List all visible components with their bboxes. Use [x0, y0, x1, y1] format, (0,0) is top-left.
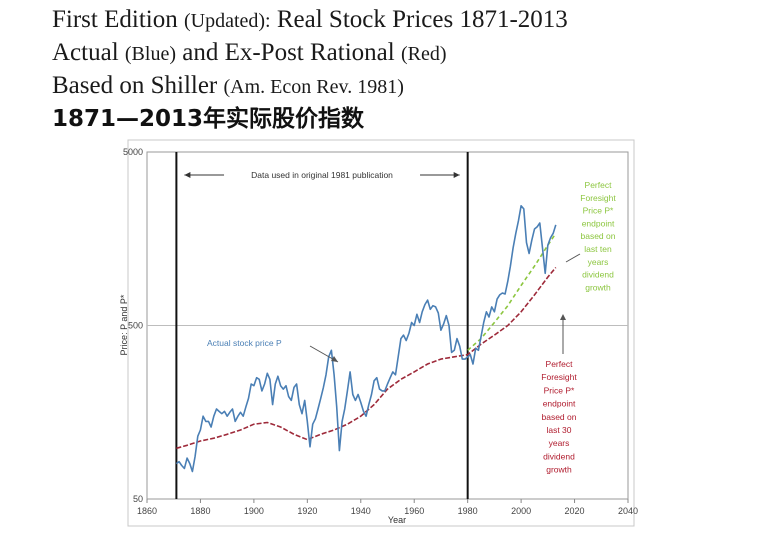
- x-tick-label: 1900: [244, 506, 264, 516]
- annotation-red-line: Price P*: [544, 385, 575, 395]
- annotation-actual: Actual stock price P: [207, 338, 282, 348]
- series-line-actual: [175, 205, 557, 473]
- title-line-2: Actual (Blue) and Ex-Post Rational (Red): [52, 37, 568, 70]
- annotation-red-line: based on: [542, 412, 577, 422]
- x-tick-label: 1880: [190, 506, 210, 516]
- x-tick-label: 1920: [297, 506, 317, 516]
- range-label: Data used in original 1981 publication: [251, 170, 393, 180]
- x-axis-title: Year: [388, 515, 406, 525]
- title-qualifier: (Updated):: [183, 10, 271, 32]
- x-tick-label: 2040: [618, 506, 638, 516]
- x-tick-label: 2020: [565, 506, 585, 516]
- annotation-green-line: Perfect: [585, 180, 613, 190]
- annotation-green-line: based on: [581, 231, 616, 241]
- annotation-actual-arrowhead: [331, 356, 338, 362]
- range-arrowhead-left: [184, 172, 191, 178]
- chart-frame: [127, 139, 635, 527]
- annotation-red-line: Foresight: [541, 372, 577, 382]
- annotation-green-line: growth: [585, 282, 611, 292]
- x-tick-label: 1960: [404, 506, 424, 516]
- heading: First Edition (Updated): Real Stock Pric…: [52, 4, 568, 135]
- annotation-green-line: Foresight: [580, 193, 616, 203]
- title-line-3: Based on Shiller (Am. Econ Rev. 1981): [52, 70, 568, 103]
- y-tick-label: 50: [133, 494, 143, 504]
- annotation-red-line: growth: [546, 465, 572, 475]
- title-text: and Ex-Post Rational: [182, 39, 395, 66]
- y-tick-label: 500: [128, 321, 143, 331]
- annotation-green-pointer: [565, 253, 581, 263]
- series-lines: [175, 205, 557, 473]
- x-tick-label: 2000: [511, 506, 531, 516]
- annotation-red-line: endpoint: [543, 399, 576, 409]
- x-tick-label: 1860: [137, 506, 157, 516]
- x-tick-label: 1980: [458, 506, 478, 516]
- title-qualifier: (Am. Econ Rev. 1981): [223, 76, 404, 98]
- annotation-green-line: years: [588, 257, 609, 267]
- y-axis-title: Price: P and P*: [119, 294, 129, 355]
- x-tick-label: 1940: [351, 506, 371, 516]
- title-text: Based on Shiller: [52, 72, 218, 99]
- series-line-rational-10: [467, 232, 557, 351]
- axis-ticks: 1860 1880 1900 1920 1940 1960 1980 2000 2020 2040…: [123, 147, 638, 516]
- annotation-red-line: last 30: [546, 425, 571, 435]
- annotation-red-line: dividend: [543, 451, 575, 461]
- annotation-green-line: last ten: [584, 244, 612, 254]
- annotation-green-line: Price P*: [583, 206, 614, 216]
- title-qualifier: (Blue): [124, 43, 176, 65]
- annotation-green-line: endpoint: [582, 218, 615, 228]
- annotation-red-line: years: [549, 438, 570, 448]
- annotation-red-arrowhead: [560, 314, 566, 320]
- annotations: Actual stock price P Perfect Foresight Pric…: [207, 180, 616, 475]
- annotation-green-line: dividend: [582, 270, 614, 280]
- title-line-chinese: 1871—2013年实际股价指数: [52, 106, 365, 132]
- reference-lines: Data used in original 1981 publication: [175, 152, 469, 499]
- title-text: Actual: [52, 39, 119, 66]
- title-text: First Edition: [52, 6, 178, 33]
- y-tick-label: 5000: [123, 147, 143, 157]
- title-text: Real Stock Prices 1871-2013: [276, 6, 568, 33]
- range-arrowhead-right: [453, 172, 460, 178]
- title-qualifier: (Red): [400, 43, 447, 65]
- title-line-1: First Edition (Updated): Real Stock Pric…: [52, 4, 568, 37]
- annotation-red-line: Perfect: [546, 359, 574, 369]
